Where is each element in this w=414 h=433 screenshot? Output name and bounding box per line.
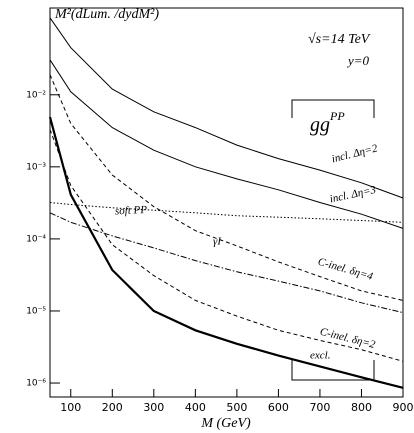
series-line: [49, 17, 404, 199]
series-line: [49, 59, 404, 229]
y-tick-label: 10⁻³: [26, 162, 46, 172]
y-tick-label: 10⁻⁵: [26, 306, 46, 316]
series-line: [49, 202, 404, 223]
series-label: C-inel. δη=2: [319, 326, 377, 351]
series-label: γI: [213, 236, 222, 248]
box-label-sup: PP: [329, 109, 345, 123]
box-label-base: gg: [310, 114, 330, 136]
x-tick-label: 700: [309, 401, 330, 414]
y-tick-label: 10⁻⁴: [26, 234, 46, 244]
x-tick-label: 900: [393, 401, 414, 414]
series-label: incl. Δη=2: [330, 142, 379, 165]
series-line: [48, 116, 404, 389]
x-axis-label: M (GeV): [200, 416, 251, 431]
series-line: [49, 74, 404, 301]
x-tick-label: 800: [351, 401, 372, 414]
y-axis-label: M²(dLum. /dydM²): [54, 7, 159, 22]
y-tick-label: 10⁻⁶: [26, 379, 46, 389]
series-label: incl. Δη=3: [329, 184, 378, 206]
x-tick-label: 100: [60, 401, 81, 414]
y-tick-label: 10⁻²: [26, 90, 46, 100]
x-tick-label: 500: [226, 401, 247, 414]
x-tick-label: 600: [268, 401, 289, 414]
series-line: [49, 212, 404, 314]
box-label: ggPP: [310, 109, 345, 136]
annotation: y=0: [346, 53, 370, 68]
x-tick-label: 300: [143, 401, 164, 414]
bracket-bottom: [291, 360, 375, 381]
series-line: [49, 129, 404, 362]
series-label: soft PP: [115, 204, 148, 218]
x-tick-label: 200: [102, 401, 123, 414]
bracket-top: [291, 99, 375, 118]
annotation: √s=14 TeV: [308, 32, 371, 47]
x-tick-label: 400: [185, 401, 206, 414]
series-label: excl.: [310, 350, 330, 362]
